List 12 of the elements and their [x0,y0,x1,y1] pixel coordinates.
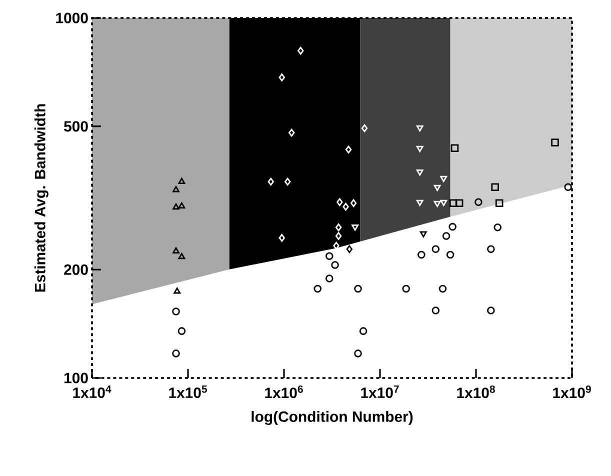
y-axis-title: Estimated Avg. Bandwidth [34,104,48,292]
y-tick-label: 500 [64,121,88,132]
x-tick-label: 1x10$^{9}$ [553,386,591,398]
x-axis-title: log(Condition Number) [252,410,413,425]
y-tick-label: 1000 [56,12,88,24]
x-tick-label: 1x10$^{4}$ [73,386,112,398]
y-tick-label: 100 [64,372,88,384]
x-tick-label: 1x10$^{6}$ [265,386,303,398]
x-tick-label: 1x10$^{7}$ [361,386,399,398]
y-tick-label: 200 [64,264,88,275]
x-tick-label: 1x10$^{5}$ [169,386,207,398]
x-tick-label: 1x10$^{8}$ [457,386,495,398]
